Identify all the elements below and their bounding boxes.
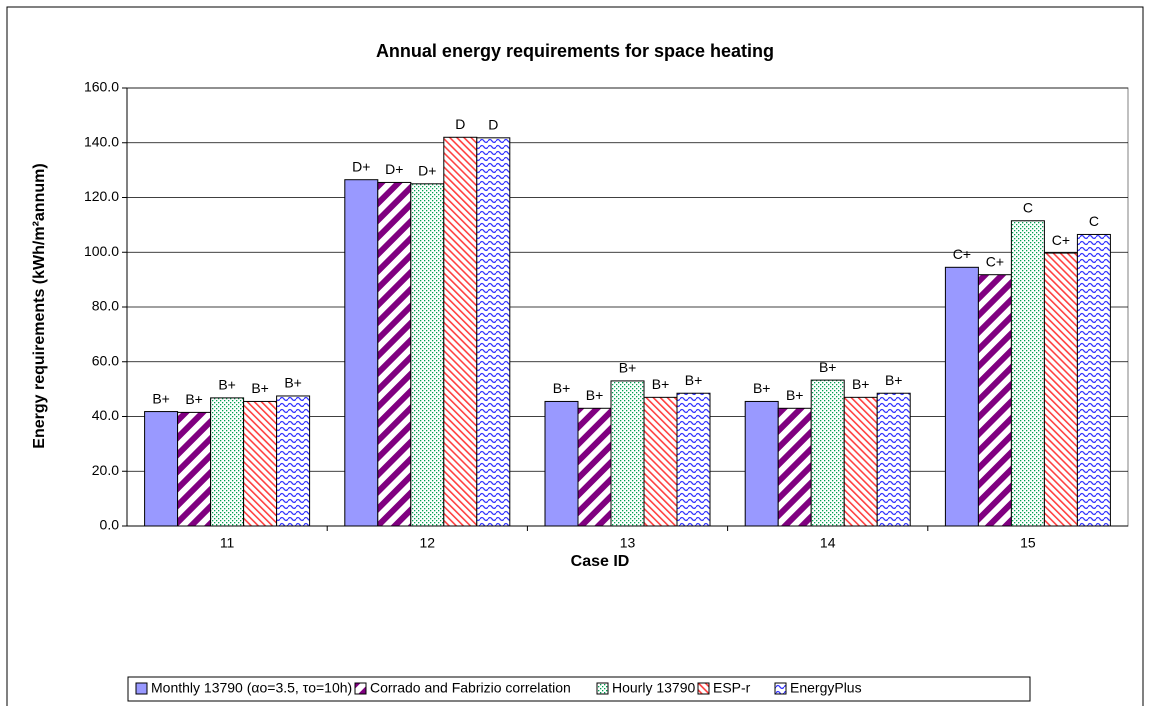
legend-swatch — [354, 682, 367, 695]
y-axis-title: Energy requirements (kWh/m²annum) — [31, 163, 48, 448]
y-tick-label: 20.0 — [92, 462, 119, 478]
data-label: C — [1023, 199, 1033, 215]
data-label: B+ — [619, 360, 637, 376]
bar — [476, 137, 511, 527]
data-label: B+ — [586, 387, 604, 403]
legend-swatch — [135, 682, 148, 695]
legend-label: Monthly 13790 (αo=3.5, τo=10h) — [151, 680, 352, 696]
bar — [443, 136, 478, 527]
x-tick-label: 15 — [1020, 535, 1036, 551]
legend-label: Corrado and Fabrizio correlation — [370, 680, 571, 696]
data-label: B+ — [251, 380, 269, 396]
bar — [777, 407, 812, 527]
bar — [544, 400, 579, 527]
data-label: B+ — [685, 372, 703, 388]
bar — [744, 400, 779, 527]
bar — [610, 380, 645, 527]
data-label: B+ — [885, 372, 903, 388]
legend-label: Hourly 13790 — [612, 680, 695, 696]
legend-swatch — [697, 682, 710, 695]
y-tick-label: 120.0 — [84, 188, 119, 204]
data-label: D+ — [385, 161, 403, 177]
data-label: B+ — [652, 376, 670, 392]
bar — [210, 397, 245, 527]
bar — [977, 274, 1012, 527]
bar — [344, 179, 379, 527]
data-label: B+ — [185, 391, 203, 407]
bar — [144, 411, 179, 527]
legend-swatch — [596, 682, 609, 695]
data-label: B+ — [218, 377, 236, 393]
data-label: C+ — [953, 246, 971, 262]
data-label: B+ — [152, 390, 170, 406]
bar — [843, 396, 878, 527]
data-label: B+ — [284, 375, 302, 391]
bar — [377, 181, 412, 527]
legend-swatch — [774, 682, 787, 695]
x-tick-label: 14 — [820, 535, 836, 551]
y-tick-label: 40.0 — [92, 407, 119, 423]
legend — [127, 676, 1031, 702]
legend-label: ESP-r — [713, 680, 751, 696]
y-tick-label: 140.0 — [84, 133, 119, 149]
y-tick-label: 80.0 — [92, 298, 119, 314]
data-label: C — [1089, 213, 1099, 229]
bar — [1010, 220, 1045, 527]
bar — [810, 379, 845, 527]
data-label: B+ — [786, 387, 804, 403]
data-label: B+ — [819, 359, 837, 375]
y-tick-label: 60.0 — [92, 352, 119, 368]
bar — [1076, 233, 1111, 527]
bar — [676, 392, 711, 527]
bar — [177, 411, 212, 527]
bar — [276, 395, 311, 527]
data-label: B+ — [553, 380, 571, 396]
legend-label: EnergyPlus — [790, 680, 862, 696]
bar — [410, 183, 445, 527]
bar — [944, 266, 979, 527]
data-label: B+ — [852, 376, 870, 392]
data-label: B+ — [753, 380, 771, 396]
data-label: D+ — [352, 158, 370, 174]
data-label: C+ — [986, 253, 1004, 269]
data-label: D+ — [418, 163, 436, 179]
x-axis-title: Case ID — [571, 553, 630, 570]
y-tick-label: 160.0 — [84, 79, 119, 95]
x-tick-label: 13 — [620, 535, 636, 551]
x-tick-label: 11 — [220, 535, 235, 551]
x-tick-label: 12 — [420, 535, 436, 551]
bar — [643, 396, 678, 527]
bar — [243, 400, 278, 527]
bar — [1043, 252, 1078, 527]
data-label: D — [455, 116, 465, 132]
bar — [577, 407, 612, 527]
data-label: C+ — [1052, 232, 1070, 248]
bar — [876, 392, 911, 527]
y-tick-label: 100.0 — [84, 243, 119, 259]
y-tick-label: 0.0 — [100, 517, 120, 533]
data-label: D — [488, 117, 498, 133]
chart-title: Annual energy requirements for space hea… — [376, 41, 774, 61]
